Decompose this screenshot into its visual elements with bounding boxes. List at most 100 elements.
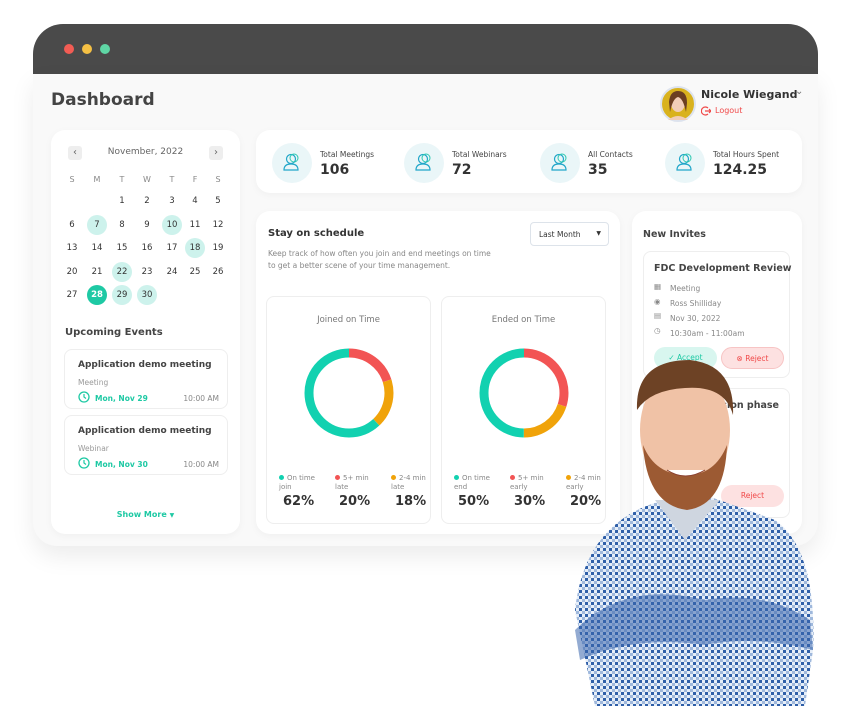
period-dropdown[interactable]: Last Month ▼ [530, 222, 609, 246]
calendar-day[interactable]: 4 [192, 196, 198, 206]
clock-icon: ◷ [654, 326, 661, 335]
calendar-day[interactable]: 15 [116, 243, 128, 253]
calendar-day[interactable]: 3 [169, 196, 175, 206]
calendar-day[interactable]: 22 [112, 261, 132, 282]
calendar-day[interactable]: 11 [189, 219, 201, 230]
calendar-day[interactable]: 5 [215, 196, 221, 206]
event-date: Mon, Nov 30 [95, 460, 148, 469]
legend-item: 2-4 min late [391, 474, 431, 492]
calendar-day[interactable]: 1 [119, 196, 125, 206]
calendar-card: ‹ November, 2022 › S M T W T F S 1 2 3 4 5 6 7 8 9 10 11 1… [51, 130, 240, 534]
legend-item: 2-4 min early [566, 474, 606, 492]
event-date: Mon, Nov 29 [95, 394, 148, 403]
legend-item: On time join [279, 474, 319, 492]
weekday-label: W [143, 175, 151, 184]
period-value: Last Month [539, 230, 581, 239]
event-time: 10:00 AM [183, 394, 219, 403]
calendar-day[interactable]: 27 [66, 290, 78, 300]
calendar-day[interactable]: 6 [69, 219, 75, 230]
calendar-day[interactable]: 28 [87, 285, 107, 305]
show-more-button[interactable]: Show More ▼ [51, 510, 240, 519]
calendar-day[interactable]: 13 [66, 243, 78, 253]
calendar-day[interactable]: 9 [144, 219, 150, 230]
invite-title: FDC Development Review [654, 263, 792, 274]
legend-value: 20% [570, 494, 602, 509]
stat-label: All Contacts [588, 150, 633, 159]
person-photo [575, 360, 814, 706]
prev-month-button[interactable]: ‹ [68, 146, 82, 160]
users-icon [676, 153, 692, 171]
calendar-day[interactable]: 25 [189, 266, 201, 277]
event-card[interactable]: Application demo meeting Meeting Mon, No… [64, 349, 228, 409]
donut-card: Joined on Time On time join 62% 5+ min la… [266, 296, 431, 524]
calendar-day[interactable]: 21 [91, 266, 103, 277]
calendar-day[interactable]: 18 [185, 238, 205, 258]
clock-icon [78, 457, 90, 469]
user-name: Nicole Wiegand [701, 88, 798, 101]
donut-card: Ended on Time On time end 50% 5+ min earl… [441, 296, 606, 524]
calendar-day[interactable]: 8 [119, 219, 125, 230]
stat-value: 124.25 [713, 162, 768, 178]
reject-label: Reject [740, 491, 765, 500]
meeting-icon: ▦ [654, 282, 662, 291]
donut-segment [479, 348, 569, 438]
calendar-day[interactable]: 10 [162, 214, 182, 235]
donut-segment [304, 348, 394, 438]
event-title: Application demo meeting [78, 426, 212, 436]
stat-value: 72 [452, 162, 472, 178]
invite-card: FDC Development Review ▦ Meeting ◉ Ross Sh… [643, 251, 792, 378]
donut-chart [479, 348, 569, 438]
legend-label: On time join [279, 474, 315, 491]
reject-label: Reject [745, 354, 769, 363]
event-type: Webinar [78, 444, 109, 453]
event-title: Application demo meeting [78, 360, 212, 370]
event-time: 10:00 AM [183, 460, 219, 469]
donut-segment [304, 348, 394, 438]
calendar-day[interactable]: 19 [212, 243, 224, 253]
calendar-day[interactable]: 24 [166, 266, 178, 277]
close-dot-icon[interactable] [64, 44, 74, 54]
calendar-day[interactable]: 20 [66, 266, 78, 277]
calendar-day[interactable]: 29 [112, 285, 132, 305]
upcoming-title: Upcoming Events [65, 327, 163, 338]
event-type: Meeting [78, 378, 109, 387]
users-icon [283, 153, 299, 171]
reject-button[interactable]: Reject [721, 485, 784, 507]
schedule-title: Stay on schedule [268, 228, 365, 239]
calendar-day[interactable]: 2 [144, 196, 150, 206]
next-month-button[interactable]: › [209, 146, 223, 160]
invite-date: Nov 30, 2022 [670, 314, 721, 323]
stat-label: Total Hours Spent [713, 150, 780, 159]
weekday-label: S [215, 175, 221, 184]
invite-type: Meeting [670, 284, 701, 293]
chevron-down-icon[interactable]: ⌄ [795, 86, 804, 97]
calendar-day[interactable]: 16 [141, 243, 153, 253]
legend-label: On time end [454, 474, 490, 491]
page-title: Dashboard [51, 90, 155, 110]
calendar-day[interactable]: 12 [212, 219, 224, 230]
legend-item: 5+ min early [510, 474, 550, 492]
calendar-day[interactable]: 7 [87, 214, 107, 235]
reject-button[interactable]: ⊗ Reject [721, 347, 784, 369]
calendar-day[interactable]: 17 [166, 243, 178, 253]
minimize-dot-icon[interactable] [82, 44, 92, 54]
legend-value: 18% [395, 494, 427, 509]
calendar-day[interactable]: 14 [91, 243, 103, 253]
calendar-day[interactable]: 26 [212, 266, 224, 277]
invite-title: sion phase [721, 400, 779, 411]
weekday-label: M [93, 175, 101, 184]
schedule-card: Stay on schedule Last Month ▼ Joined on T… [256, 211, 620, 534]
weekday-label: S [69, 175, 75, 184]
legend-value: 30% [514, 494, 546, 509]
event-card[interactable]: Application demo meeting Webinar Mon, No… [64, 415, 228, 475]
maximize-dot-icon[interactable] [100, 44, 110, 54]
legend-item: 5+ min late [335, 474, 375, 492]
users-icon [415, 153, 431, 171]
logout-link[interactable]: Logout [715, 106, 743, 115]
caret-down-icon: ▼ [596, 230, 601, 237]
logout-icon [701, 106, 711, 116]
donut-chart [304, 348, 394, 438]
calendar-day[interactable]: 23 [141, 266, 153, 277]
donut-segment [479, 348, 569, 438]
calendar-day[interactable]: 30 [137, 285, 157, 305]
